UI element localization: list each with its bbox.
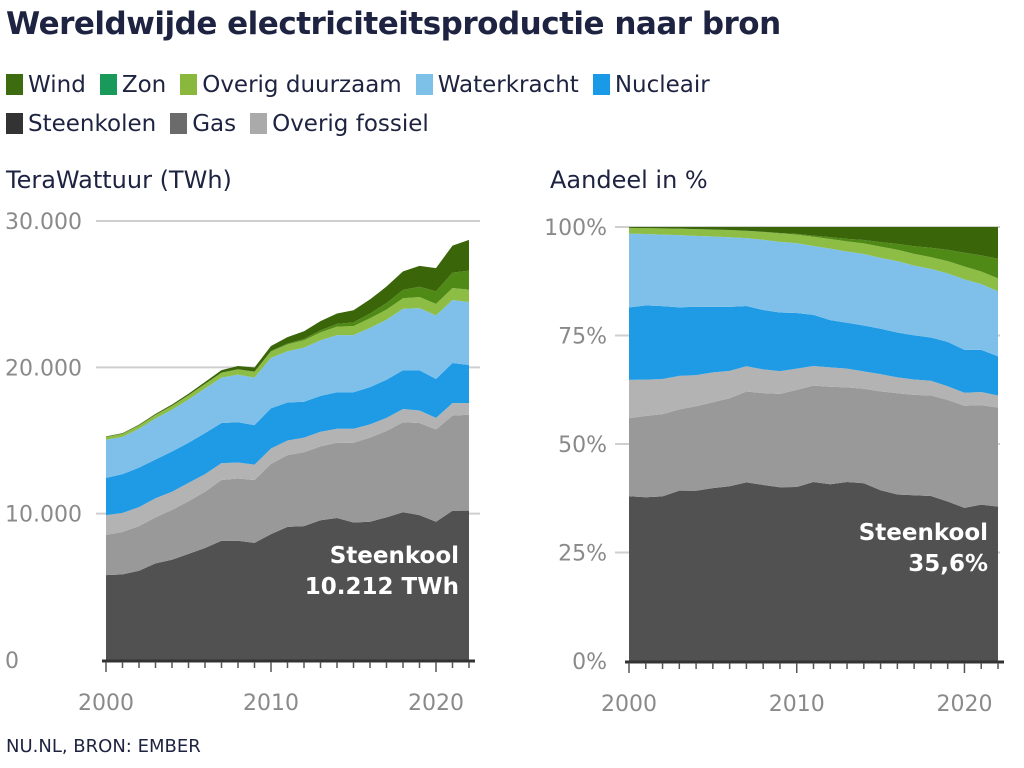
x-tick-label: 2020 <box>408 691 464 716</box>
legend-swatch <box>99 74 117 95</box>
legend-label: Steenkolen <box>28 111 157 137</box>
x-tick-label: 2010 <box>769 692 825 717</box>
legend-item-nucleair: Nucleair <box>592 66 710 105</box>
y-tick-label: 50% <box>558 433 607 458</box>
legend-item-overig-fossiel: Overig fossiel <box>250 105 429 144</box>
annotation-label: Steenkool <box>859 520 988 546</box>
legend-swatch <box>6 113 23 134</box>
x-tick-label: 2000 <box>601 692 657 717</box>
area-zon <box>629 227 998 279</box>
chart-title: Wereldwijde electriciteitsproductie naar… <box>6 6 781 42</box>
twh-chart: 0 10.000 20.000 30.000 2000 2010 2020 Steenkool… <box>5 210 480 716</box>
y-tick-label: 0% <box>572 650 607 675</box>
legend-label: Wind <box>28 72 86 98</box>
legend-label: Waterkracht <box>437 72 579 98</box>
area-zon <box>106 270 469 437</box>
legend-item-steenkolen: Steenkolen <box>6 105 156 144</box>
area-gas <box>629 385 998 508</box>
area-nucleair <box>629 305 998 396</box>
annotation-label: Steenkool <box>330 543 459 569</box>
area-overig-fossiel <box>106 403 469 535</box>
area-gas <box>106 414 469 576</box>
area-wind <box>106 239 469 437</box>
y-tick-label: 75% <box>558 325 607 350</box>
legend-swatch <box>6 74 23 95</box>
left-chart-title: TeraWattuur (TWh) <box>6 166 232 194</box>
legend-item-waterkracht: Waterkracht <box>415 66 579 105</box>
area-waterkracht <box>629 233 998 357</box>
right-chart-title: Aandeel in % <box>550 166 708 194</box>
y-tick-label: 30.000 <box>5 210 82 235</box>
area-waterkracht <box>106 300 469 478</box>
x-tick-label: 2010 <box>243 691 299 716</box>
legend-item-gas: Gas <box>170 105 236 144</box>
y-tick-label: 20.000 <box>5 356 82 381</box>
legend-item-zon: Zon <box>99 66 167 105</box>
annotation-value: 35,6% <box>908 551 988 577</box>
legend-swatch <box>170 113 188 134</box>
legend: Wind Zon Overig duurzaam Waterkracht Nucleai… <box>6 66 1016 144</box>
legend-item-overig-duurzaam: Overig duurzaam <box>180 66 402 105</box>
legend-label: Zon <box>121 72 167 98</box>
area-nucleair <box>106 362 469 516</box>
legend-swatch <box>415 74 433 95</box>
legend-label: Nucleair <box>614 72 710 98</box>
area-overig-duurzaam <box>629 227 998 292</box>
y-tick-label: 0 <box>5 649 19 674</box>
area-wind <box>629 227 998 259</box>
x-tick-label: 2020 <box>936 692 992 717</box>
x-tick-label: 2000 <box>78 691 134 716</box>
source-footer: NU.NL, BRON: EMBER <box>6 736 201 757</box>
legend-swatch <box>180 74 198 95</box>
share-chart: 0% 25% 50% 75% 100% 2000 2010 2020 Steenkool 35,6… <box>544 216 1004 717</box>
annotation-value: 10.212 TWh <box>305 574 459 600</box>
area-overig-duurzaam <box>106 288 469 440</box>
legend-label: Overig fossiel <box>272 111 429 137</box>
legend-swatch <box>592 74 610 95</box>
legend-swatch <box>250 113 268 134</box>
area-overig-fossiel <box>629 366 998 419</box>
area-steenkolen <box>629 482 998 661</box>
y-tick-label: 25% <box>558 542 607 567</box>
y-tick-label: 100% <box>544 216 607 241</box>
legend-label: Overig duurzaam <box>202 72 402 98</box>
legend-item-wind: Wind <box>6 66 86 105</box>
area-steenkolen <box>106 510 469 660</box>
y-tick-label: 10.000 <box>5 503 82 528</box>
legend-label: Gas <box>192 111 237 137</box>
